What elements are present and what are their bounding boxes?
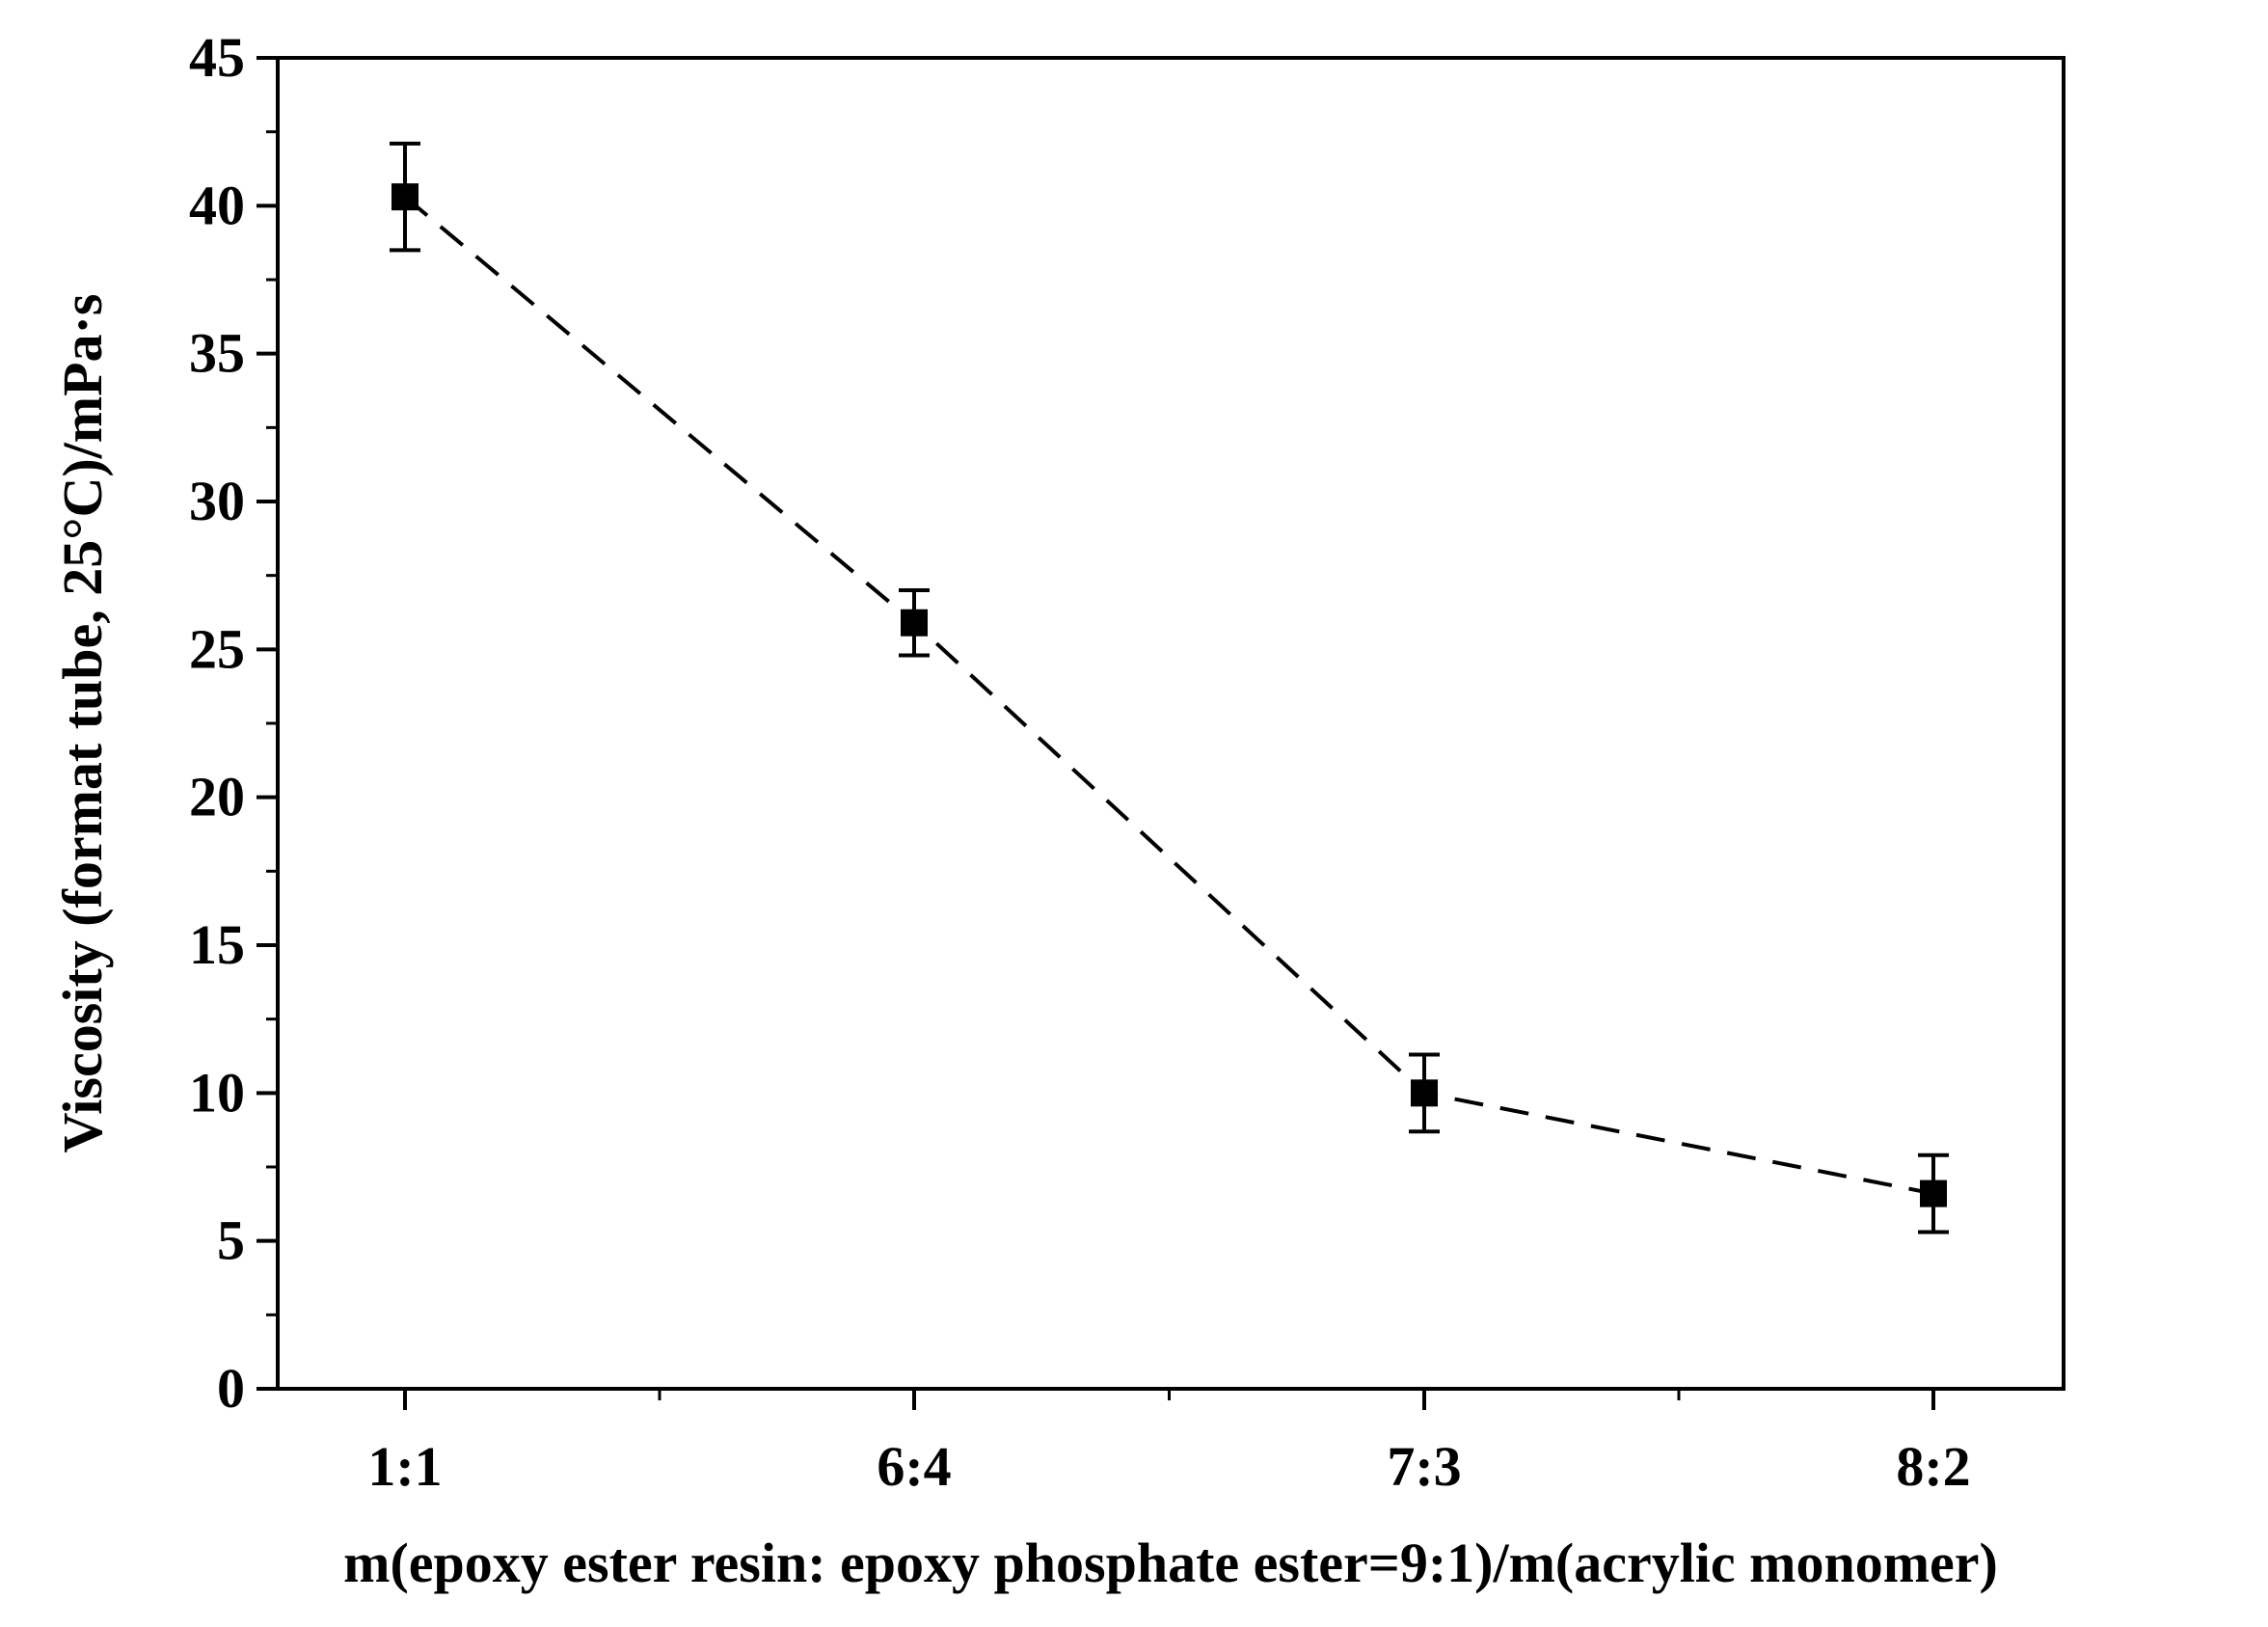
y-tick-label: 45 [189, 26, 245, 89]
x-tick-label: 6:4 [877, 1435, 951, 1498]
x-tick-label: 7:3 [1387, 1435, 1461, 1498]
y-tick-label: 10 [189, 1061, 245, 1124]
x-tick-label: 8:2 [1896, 1435, 1970, 1498]
plot-frame [276, 56, 2066, 1391]
x-tick-label: 1:1 [367, 1435, 442, 1498]
y-tick-label: 25 [189, 617, 245, 680]
data-point [392, 183, 418, 211]
series [390, 141, 1949, 1234]
data-point [1920, 1180, 1947, 1207]
y-axis-title: Viscosity (format tube, 25°C)/mPa·s [51, 294, 114, 1153]
y-tick-label: 15 [189, 913, 245, 976]
x-axis: 1:1 6:4 7:3 8:2 [367, 1389, 1971, 1498]
y-tick-label: 5 [217, 1209, 245, 1272]
y-tick-label: 40 [189, 174, 245, 236]
y-tick-label: 20 [189, 766, 245, 828]
y-axis: 0 5 10 15 20 25 30 35 40 45 [189, 26, 278, 1420]
series-line [403, 195, 1934, 1196]
data-point [901, 609, 928, 637]
y-tick-label: 30 [189, 470, 245, 532]
y-tick-label: 35 [189, 322, 245, 385]
data-point [1411, 1079, 1438, 1107]
x-axis-title: m(epoxy ester resin: epoxy phosphate est… [343, 1532, 1998, 1594]
y-tick-label: 0 [217, 1357, 245, 1420]
